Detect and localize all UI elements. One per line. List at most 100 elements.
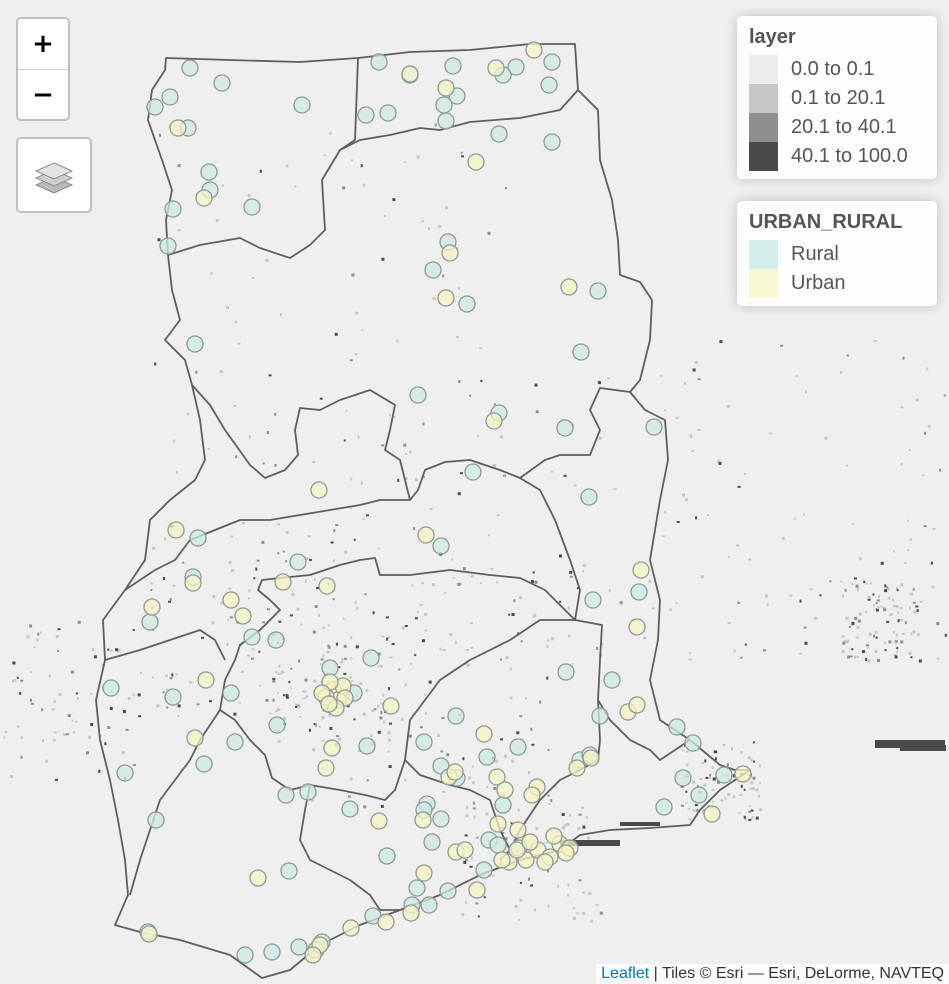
rural-marker[interactable] [195,755,213,773]
rural-marker[interactable] [268,716,286,734]
rural-marker[interactable] [378,847,396,865]
rural-marker[interactable] [572,343,590,361]
rural-marker[interactable] [357,106,375,124]
urban-marker[interactable] [628,618,646,636]
rural-marker[interactable] [116,764,134,782]
urban-marker[interactable] [140,925,158,943]
rural-marker[interactable] [674,769,692,787]
rural-marker[interactable] [475,861,493,879]
rural-marker[interactable] [668,718,686,736]
urban-marker[interactable] [628,696,646,714]
urban-marker[interactable] [568,759,586,777]
rural-marker[interactable] [580,488,598,506]
urban-marker[interactable] [234,607,252,625]
rural-marker[interactable] [146,98,164,116]
zoom-out-button[interactable]: − [18,69,68,119]
urban-marker[interactable] [197,671,215,689]
urban-marker[interactable] [318,577,336,595]
urban-marker[interactable] [414,811,432,829]
leaflet-link[interactable]: Leaflet [601,965,650,982]
rural-marker[interactable] [437,112,455,130]
rural-marker[interactable] [102,679,120,697]
urban-marker[interactable] [222,591,240,609]
urban-marker[interactable] [377,913,395,931]
urban-marker[interactable] [456,841,474,859]
rural-marker[interactable] [243,628,261,646]
urban-marker[interactable] [509,821,527,839]
rural-marker[interactable] [289,553,307,571]
rural-marker[interactable] [432,537,450,555]
urban-marker[interactable] [417,526,435,544]
urban-marker[interactable] [446,763,464,781]
urban-marker[interactable] [493,851,511,869]
rural-marker[interactable] [557,663,575,681]
rural-marker[interactable] [444,57,462,75]
urban-marker[interactable] [475,725,493,743]
rural-marker[interactable] [603,671,621,689]
rural-marker[interactable] [435,96,453,114]
urban-marker[interactable] [489,815,507,833]
urban-marker[interactable] [703,805,721,823]
rural-marker[interactable] [362,649,380,667]
rural-marker[interactable] [584,591,602,609]
rural-marker[interactable] [478,748,496,766]
rural-marker[interactable] [181,59,199,77]
rural-marker[interactable] [408,879,426,897]
rural-marker[interactable] [409,386,427,404]
urban-marker[interactable] [557,844,575,862]
urban-marker[interactable] [632,561,650,579]
rural-marker[interactable] [447,707,465,725]
urban-marker[interactable] [143,598,161,616]
urban-marker[interactable] [323,739,341,757]
urban-marker[interactable] [370,812,388,830]
rural-marker[interactable] [439,882,457,900]
rural-marker[interactable] [415,733,433,751]
urban-marker[interactable] [401,65,419,83]
rural-marker[interactable] [540,76,558,94]
rural-marker[interactable] [556,419,574,437]
rural-marker[interactable] [655,798,673,816]
rural-marker[interactable] [236,946,254,964]
rural-marker[interactable] [341,800,359,818]
rural-marker[interactable] [293,96,311,114]
rural-marker[interactable] [267,631,285,649]
rural-marker[interactable] [226,733,244,751]
rural-marker[interactable] [370,53,388,71]
rural-marker[interactable] [290,938,308,956]
rural-marker[interactable] [200,163,218,181]
rural-marker[interactable] [161,88,179,106]
rural-marker[interactable] [379,104,397,122]
urban-marker[interactable] [485,412,503,430]
rural-marker[interactable] [464,463,482,481]
layers-control-button[interactable] [16,137,92,213]
urban-marker[interactable] [304,946,322,964]
rural-marker[interactable] [489,836,507,854]
rural-marker[interactable] [458,295,476,313]
rural-marker[interactable] [186,335,204,353]
urban-marker[interactable] [560,278,578,296]
urban-marker[interactable] [195,189,213,207]
rural-marker[interactable] [280,862,298,880]
rural-marker[interactable] [690,786,708,804]
urban-marker[interactable] [342,919,360,937]
rural-marker[interactable] [543,133,561,151]
rural-marker[interactable] [164,200,182,218]
urban-marker[interactable] [496,781,514,799]
rural-marker[interactable] [715,766,733,784]
urban-marker[interactable] [523,786,541,804]
urban-marker[interactable] [317,759,335,777]
rural-marker[interactable] [645,418,663,436]
urban-marker[interactable] [468,881,486,899]
rural-marker[interactable] [423,833,441,851]
urban-marker[interactable] [320,695,338,713]
urban-marker[interactable] [167,521,185,539]
rural-marker[interactable] [164,688,182,706]
zoom-in-button[interactable]: + [18,19,68,69]
rural-marker[interactable] [147,811,165,829]
urban-marker[interactable] [402,904,420,922]
urban-marker[interactable] [437,289,455,307]
urban-marker[interactable] [734,765,752,783]
rural-marker[interactable] [432,810,450,828]
urban-marker[interactable] [310,481,328,499]
rural-marker[interactable] [222,684,240,702]
